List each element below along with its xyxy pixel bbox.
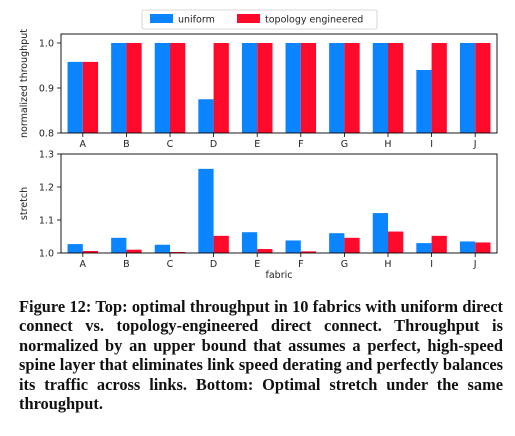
bar-topology-engineered-D — [213, 43, 229, 133]
legend: uniform topology engineered — [141, 9, 378, 30]
bar-topology-engineered-H — [388, 43, 404, 133]
x-tick-label: J — [473, 139, 477, 150]
bar-topology-engineered-A — [82, 61, 99, 133]
plot-frame — [60, 33, 498, 134]
x-tick-label: B — [123, 259, 130, 270]
x-tick-label: C — [167, 259, 174, 270]
bar-uniform-G — [329, 233, 345, 253]
x-tick-label: E — [254, 139, 260, 150]
x-tick-label: J — [473, 259, 477, 270]
bar-uniform-B — [111, 237, 127, 253]
figure-caption: Figure 12: Top: optimal throughput in 10… — [19, 297, 503, 414]
legend-label-2: topology engineered — [265, 15, 363, 26]
x-tick-label: A — [80, 259, 87, 270]
x-tick-label: F — [298, 139, 303, 150]
y-tick-label: 1.1 — [39, 216, 54, 227]
bar-topology-engineered-G — [344, 237, 360, 253]
bar-uniform-B — [111, 43, 127, 133]
bar-topology-engineered-C — [170, 43, 186, 133]
legend-swatch-2 — [237, 14, 260, 23]
bar-topology-engineered-J — [475, 242, 491, 253]
x-tick-label: I — [430, 139, 433, 150]
bar-uniform-D — [198, 99, 214, 133]
bar-topology-engineered-D — [213, 235, 229, 253]
bar-topology-engineered-E — [257, 249, 273, 253]
x-axis-label: fabric — [266, 270, 293, 281]
bar-uniform-A — [67, 61, 83, 133]
x-tick-label: F — [298, 259, 303, 270]
legend-swatch-1 — [150, 14, 173, 23]
bar-topology-engineered-I — [431, 235, 447, 253]
bar-uniform-E — [241, 232, 258, 253]
bar-uniform-H — [372, 43, 388, 133]
bar-uniform-C — [154, 244, 170, 253]
y-tick-label: 1.2 — [39, 183, 54, 194]
y-tick-label: 1.0 — [39, 249, 54, 260]
bar-uniform-C — [154, 43, 170, 133]
bar-topology-engineered-A — [82, 251, 99, 253]
x-tick-label: H — [384, 139, 391, 150]
bar-uniform-F — [285, 240, 301, 253]
x-tick-label: A — [80, 139, 87, 150]
plot-frame — [60, 153, 498, 254]
y-tick-label: 1.3 — [39, 150, 54, 161]
y-tick-label: 0.9 — [39, 84, 54, 95]
bar-uniform-I — [416, 243, 432, 253]
y-tick-label: 0.8 — [39, 129, 54, 140]
bar-topology-engineered-I — [431, 43, 447, 133]
x-tick-label: I — [430, 259, 433, 270]
bar-topology-engineered-F — [300, 251, 317, 253]
x-tick-label: H — [384, 259, 391, 270]
y-axis-label: normalized throughput — [19, 29, 30, 138]
x-tick-label: G — [341, 259, 348, 270]
bar-uniform-E — [241, 43, 258, 133]
x-tick-label: D — [210, 139, 217, 150]
bar-topology-engineered-C — [170, 252, 186, 253]
bar-uniform-A — [67, 244, 83, 253]
bar-topology-engineered-F — [300, 43, 317, 133]
x-tick-label: E — [254, 259, 260, 270]
y-axis-label: stretch — [19, 187, 30, 220]
bar-topology-engineered-H — [388, 231, 404, 253]
x-tick-label: D — [210, 259, 217, 270]
bar-uniform-G — [329, 43, 345, 133]
bar-uniform-F — [285, 43, 301, 133]
bar-topology-engineered-E — [257, 43, 273, 133]
bar-uniform-D — [198, 168, 214, 253]
bar-uniform-J — [459, 241, 476, 253]
x-tick-label: C — [167, 139, 174, 150]
legend-label-1: uniform — [178, 15, 215, 26]
bar-uniform-J — [459, 43, 476, 133]
x-tick-label: B — [123, 139, 130, 150]
y-tick-label: 1.0 — [39, 39, 54, 50]
x-tick-label: G — [341, 139, 348, 150]
bar-topology-engineered-B — [126, 249, 142, 253]
bar-topology-engineered-B — [126, 43, 142, 133]
bar-uniform-I — [416, 70, 432, 133]
bar-uniform-H — [372, 213, 388, 253]
bar-topology-engineered-J — [475, 43, 491, 133]
bar-topology-engineered-G — [344, 43, 360, 133]
